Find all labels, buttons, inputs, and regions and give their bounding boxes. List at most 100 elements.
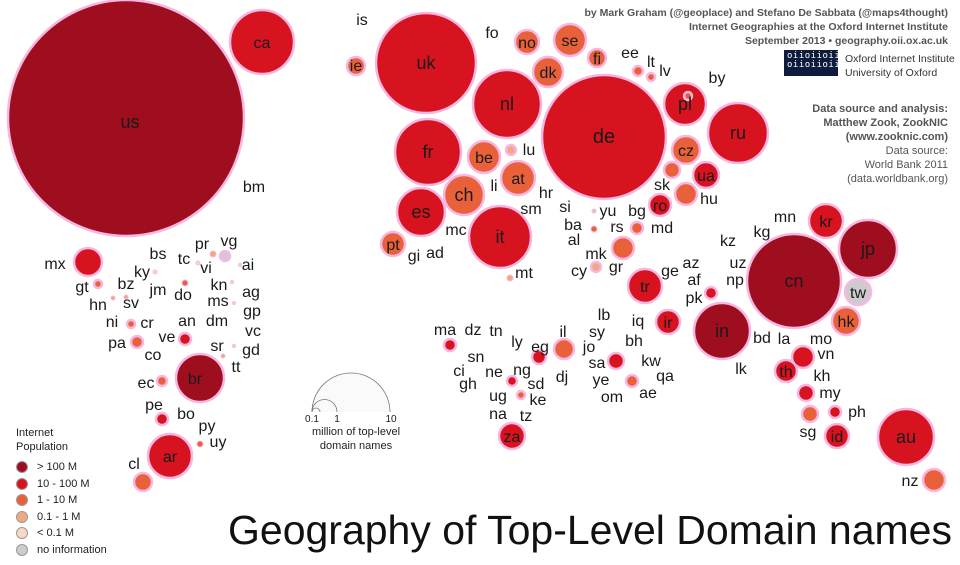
country-label-sm: sm (520, 201, 541, 218)
bubble-mx (72, 246, 104, 278)
bubble-pr (209, 250, 217, 258)
country-label-az: az (683, 255, 700, 272)
country-label-gr: gr (609, 259, 624, 276)
country-label-au: au (896, 427, 916, 447)
country-label-sa: sa (589, 355, 606, 372)
author-credits: by Mark Graham (@geoplace) and Stefano D… (584, 6, 948, 48)
bubble-sk (662, 160, 682, 180)
bubble-gr (610, 235, 636, 261)
credit-line: September 2013 • geography.oii.ox.ac.uk (744, 35, 948, 47)
bubble-ch (442, 173, 486, 217)
country-label-pa: pa (108, 335, 126, 352)
country-label-de: de (593, 126, 615, 148)
country-label-es: es (411, 202, 430, 222)
country-label-gi: gi (408, 248, 420, 265)
legend-title: Internet Population (16, 426, 107, 454)
country-label-ba: ba (564, 217, 582, 234)
scale-circle-10 (311, 372, 391, 413)
bubble-id (823, 422, 851, 450)
country-label-hu: hu (700, 191, 718, 208)
bubble-it (467, 204, 533, 270)
country-label-ad: ad (426, 245, 444, 262)
country-label-dk: dk (540, 65, 558, 82)
country-label-dz: dz (465, 322, 482, 339)
bubble-ar (146, 432, 194, 480)
bubble-il (552, 337, 576, 361)
legend-label: > 100 M (37, 461, 78, 474)
country-label-be: be (475, 150, 493, 167)
source-authors: Matthew Zook, ZookNIC (823, 117, 948, 129)
legend-item: no information (16, 542, 107, 559)
bubble-ai (238, 263, 242, 267)
bubble-ng (505, 374, 519, 388)
scale-caption-line: million of top-level (311, 426, 401, 438)
country-label-ca: ca (254, 35, 271, 52)
country-label-mc: mc (445, 222, 466, 239)
country-label-ae: ae (639, 385, 657, 402)
country-label-uk: uk (416, 53, 436, 73)
credit-line: Internet Geographies at the Oxford Inter… (688, 21, 948, 33)
country-label-gh: gh (459, 376, 477, 393)
country-label-tz: tz (520, 408, 532, 425)
legend-label: no information (37, 543, 107, 556)
bubble-eg (530, 348, 548, 366)
bubble-md (629, 220, 645, 236)
bubble-ph (827, 404, 843, 420)
country-label-bo: bo (177, 406, 195, 423)
bubble-sr (232, 344, 236, 348)
country-label-ie: ie (350, 58, 363, 75)
country-label-sy: sy (589, 324, 605, 341)
country-label-cy: cy (571, 263, 587, 280)
source-line: Data source: (885, 145, 948, 157)
bubble-nz (921, 467, 947, 493)
country-label-ua: ua (697, 168, 715, 185)
bubble-hu (673, 181, 699, 207)
country-label-na: na (489, 406, 507, 423)
country-label-vi: vi (200, 260, 212, 277)
country-label-la: la (778, 331, 791, 348)
bubble-pe (154, 411, 170, 427)
country-label-ag: ag (242, 284, 260, 301)
country-label-af: af (687, 272, 701, 289)
bubble-za (497, 421, 527, 451)
country-label-hr: hr (539, 185, 554, 202)
legend-item: 0.1 - 1 M (16, 509, 107, 526)
country-label-in: in (715, 321, 729, 341)
legend-rows: > 100 M 10 - 100 M 1 - 10 M 0.1 - 1 M < 0.1 … (16, 459, 107, 558)
country-label-kn: kn (211, 277, 228, 294)
country-label-ge: ge (661, 263, 679, 280)
country-label-bg: bg (628, 203, 646, 220)
country-label-kw: kw (641, 353, 661, 370)
bubble-gp (232, 301, 236, 305)
bubble-mt (506, 274, 514, 282)
country-label-ec: ec (138, 375, 155, 392)
country-label-si: si (559, 199, 571, 216)
oii-name-line: University of Oxford (845, 67, 938, 79)
bubble-sg (800, 404, 820, 424)
legend-title-line: Population (16, 441, 68, 453)
country-label-ni: ni (106, 314, 118, 331)
oii-logo: oiioiioii oiioiioii (784, 50, 838, 76)
country-label-bh: bh (625, 333, 643, 350)
bubble-lt (645, 71, 657, 83)
bubble-cy (589, 260, 603, 274)
bubble-ee (631, 64, 645, 78)
bubble-cn (745, 232, 843, 330)
legend-title-line: Internet (16, 427, 54, 439)
legend-item: 10 - 100 M (16, 476, 107, 493)
country-label-om: om (601, 389, 623, 406)
legend-swatch (16, 543, 28, 556)
bubble-tt (220, 353, 226, 359)
legend-label: 10 - 100 M (37, 477, 90, 490)
country-label-eg: eg (531, 339, 549, 356)
country-label-mt: mt (515, 265, 533, 282)
country-label-jm: jm (149, 282, 167, 299)
country-label-uy: uy (210, 434, 227, 451)
country-label-kz: kz (720, 233, 736, 250)
bubble-ru (706, 101, 770, 165)
country-label-iq: iq (632, 313, 644, 330)
country-label-bz: bz (118, 276, 135, 293)
country-label-ne: ne (485, 364, 503, 381)
